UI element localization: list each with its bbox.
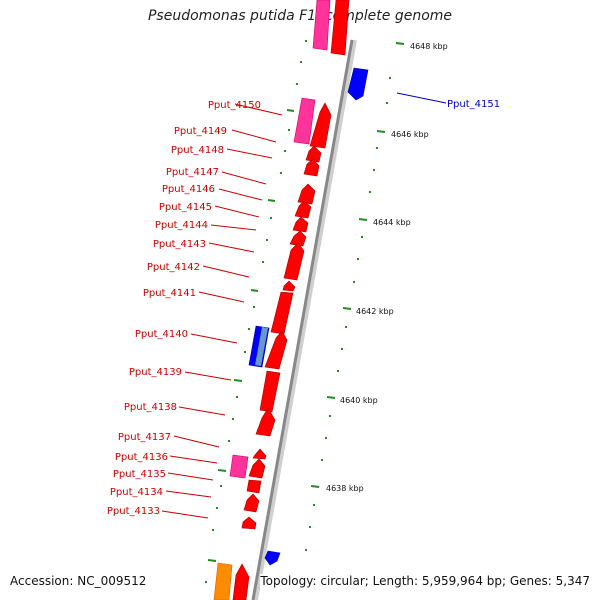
label-pput-4144[interactable]: Pput_4144 — [155, 220, 208, 231]
inner-tick — [233, 379, 243, 382]
leader-pput-4142 — [202, 265, 250, 278]
gene-pput-4136[interactable] — [229, 454, 249, 479]
gene-pput-4139[interactable] — [259, 370, 281, 413]
leader-pput-4137 — [173, 435, 220, 448]
gene-pput-4140b[interactable] — [264, 330, 288, 370]
label-pput-4150[interactable]: Pput_4150 — [208, 100, 261, 111]
gene-pput-4148b[interactable] — [303, 158, 320, 177]
gene-pput-4151[interactable] — [347, 67, 369, 101]
label-pput-4137[interactable]: Pput_4137 — [118, 432, 171, 443]
gene-bottom-red[interactable] — [232, 563, 250, 600]
inner-tick — [286, 109, 295, 112]
label-pput-4138[interactable]: Pput_4138 — [124, 402, 177, 413]
leader-pput-4139 — [184, 371, 232, 381]
leader-pput-4136 — [169, 455, 218, 464]
gene-pput-4138[interactable] — [255, 407, 276, 437]
map-title: Pseudomonas putida F1, complete genome — [147, 8, 453, 24]
leader-pput-4140 — [190, 333, 238, 344]
gene-pput-4134[interactable] — [243, 493, 260, 513]
label-pput-4151[interactable]: Pput_4151 — [447, 99, 500, 110]
scale-label-4648: 4648 kbp — [410, 42, 448, 51]
label-pput-4141[interactable]: Pput_4141 — [143, 288, 196, 299]
leader-pput-4150 — [234, 103, 283, 116]
leader-pput-4135 — [167, 472, 214, 481]
gene-pput-4143[interactable] — [283, 242, 305, 281]
leader-pput-4141 — [198, 291, 245, 303]
leader-pput-4149 — [231, 129, 277, 143]
inner-tick — [267, 199, 276, 202]
gene-pput-4136b[interactable] — [248, 458, 266, 479]
inner-tick — [207, 559, 217, 562]
gene-pput-4137[interactable] — [252, 448, 267, 460]
backbone-shadow — [252, 39, 357, 600]
gene-pput-4142[interactable] — [282, 280, 296, 292]
label-pput-4142[interactable]: Pput_4142 — [147, 262, 200, 273]
label-pput-4133[interactable]: Pput_4133 — [107, 506, 160, 517]
label-pput-4134[interactable]: Pput_4134 — [110, 487, 163, 498]
forward-strand-genes — [213, 0, 350, 600]
label-pput-4145[interactable]: Pput_4145 — [159, 202, 212, 213]
outer-tick — [376, 130, 386, 133]
reverse-strand-genes — [248, 67, 369, 566]
leader-pput-4148 — [226, 148, 273, 159]
leader-pput-4144 — [210, 224, 257, 231]
label-pput-4149[interactable]: Pput_4149 — [174, 126, 227, 137]
gene-labels: Pput_4150 Pput_4149 Pput_4148 Pput_4147 … — [107, 99, 500, 517]
inner-tick — [250, 289, 259, 292]
label-pput-4143[interactable]: Pput_4143 — [153, 239, 206, 250]
gene-bottom-orange[interactable] — [213, 562, 233, 600]
gene-pput-4147[interactable] — [297, 183, 316, 205]
leader-pput-4133 — [161, 510, 209, 519]
gene-pput-4140-stripe — [255, 327, 268, 366]
gene-pput-4145[interactable] — [292, 216, 309, 233]
scale-label-4642: 4642 kbp — [356, 307, 394, 316]
gene-top-pink[interactable] — [312, 0, 331, 51]
scale-label-4646: 4646 kbp — [391, 130, 429, 139]
gene-pput-4144[interactable] — [289, 230, 307, 247]
leader-pput-4146 — [218, 188, 263, 201]
outer-tick-track — [305, 42, 405, 551]
leader-pput-4143 — [208, 242, 255, 253]
label-pput-4135[interactable]: Pput_4135 — [113, 469, 166, 480]
label-pput-4148[interactable]: Pput_4148 — [171, 145, 224, 156]
label-pput-4146[interactable]: Pput_4146 — [162, 184, 215, 195]
genome-stats-label: Topology: circular; Length: 5,959,964 bp… — [260, 574, 590, 588]
outer-tick — [395, 42, 405, 45]
gene-top-red[interactable] — [330, 0, 350, 56]
leader-pput-4147 — [221, 171, 267, 185]
leader-lines — [161, 92, 447, 519]
scale-label-4644: 4644 kbp — [373, 218, 411, 227]
outer-tick — [326, 396, 336, 399]
leader-pput-4145 — [214, 205, 260, 218]
gene-pput-4148a[interactable] — [305, 145, 322, 163]
scale-label-4640: 4640 kbp — [340, 396, 378, 405]
leader-pput-4134 — [165, 490, 212, 498]
gene-pput-4141[interactable] — [270, 291, 294, 335]
backbone — [251, 39, 354, 600]
scale-label-4638: 4638 kbp — [326, 484, 364, 493]
inner-tick — [217, 469, 227, 472]
accession-label: Accession: NC_009512 — [10, 574, 147, 588]
outer-tick — [310, 485, 320, 488]
scale-labels: 4648 kbp 4646 kbp 4644 kbp 4642 kbp 4640… — [326, 42, 448, 493]
label-pput-4139[interactable]: Pput_4139 — [129, 367, 182, 378]
gene-pput-4146[interactable] — [294, 200, 312, 219]
gene-pput-4150[interactable] — [293, 97, 316, 145]
gene-pput-4149[interactable] — [309, 102, 332, 149]
label-pput-4140[interactable]: Pput_4140 — [135, 329, 188, 340]
label-pput-4136[interactable]: Pput_4136 — [115, 452, 168, 463]
gene-pput-4135[interactable] — [246, 479, 262, 494]
label-pput-4147[interactable]: Pput_4147 — [166, 167, 219, 178]
outer-tick — [358, 218, 368, 221]
leader-pput-4138 — [178, 406, 226, 416]
gene-bottom-blue[interactable] — [264, 550, 281, 566]
outer-tick — [342, 307, 352, 310]
gene-pput-4133[interactable] — [241, 516, 257, 530]
leader-pput-4151 — [396, 92, 447, 104]
inner-tick-track — [205, 40, 307, 583]
